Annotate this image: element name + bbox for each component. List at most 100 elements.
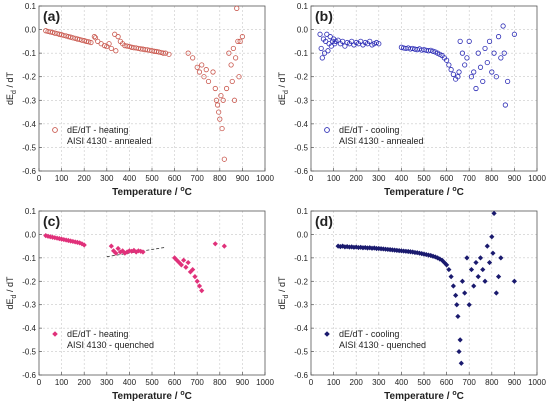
x-tick-label: 600	[168, 378, 182, 387]
data-point	[192, 274, 198, 280]
data-point	[52, 30, 58, 36]
data-point	[95, 38, 101, 44]
x-tick-label: 300	[100, 174, 114, 183]
data-point	[317, 31, 323, 37]
y-tick-label: 0.0	[297, 26, 309, 35]
y-tick-label: -0.2	[22, 73, 36, 82]
x-tick-label: 1000	[256, 378, 274, 387]
data-point	[468, 74, 475, 80]
x-tick-label: 0	[309, 174, 314, 183]
data-point	[458, 360, 464, 366]
x-tick-label: 0	[309, 378, 314, 387]
data-point	[88, 39, 94, 46]
data-point	[203, 67, 209, 73]
legend-series-label: dE/dT - heating	[67, 329, 128, 339]
data-point	[218, 92, 224, 99]
data-point	[501, 50, 507, 56]
data-point	[106, 41, 112, 47]
x-tick-label: 200	[78, 378, 92, 387]
data-point	[473, 85, 479, 92]
x-axis-label-text: Temperature	[112, 391, 172, 402]
data-point	[482, 278, 488, 284]
y-tick-label: 0.1	[25, 207, 37, 216]
x-tick-label: 200	[350, 174, 364, 183]
data-point	[477, 255, 484, 261]
legend-marker	[52, 127, 58, 133]
data-point	[498, 255, 504, 261]
x-axis-label-slash: /	[172, 187, 180, 198]
x-axis-label: Temperature / oC	[384, 186, 464, 198]
y-tick-label: -0.5	[22, 143, 36, 152]
data-point	[124, 43, 130, 49]
data-point	[213, 97, 220, 103]
y-tick-label: -0.1	[22, 49, 36, 58]
data-point	[430, 48, 436, 54]
x-axis-label: Temperature / oC	[112, 390, 192, 402]
x-tick-label: 900	[508, 378, 522, 387]
y-axis-label-main: dE	[277, 94, 287, 105]
x-axis-unit-degree: o	[452, 186, 456, 193]
data-point	[230, 45, 236, 52]
x-tick-label: 400	[123, 174, 137, 183]
data-point	[115, 34, 121, 40]
data-point	[491, 50, 497, 56]
legend-material-label: AISI 4130 - annealed	[339, 136, 424, 146]
x-tick-label: 200	[350, 378, 364, 387]
data-point	[77, 36, 83, 43]
data-point	[493, 74, 499, 80]
data-point	[92, 35, 99, 41]
x-axis-unit-letter: C	[457, 391, 464, 402]
data-point	[450, 71, 456, 77]
data-point	[464, 55, 470, 61]
x-axis-label-slash: /	[444, 391, 452, 402]
data-point	[196, 69, 203, 75]
data-point	[108, 243, 114, 249]
data-point	[441, 259, 447, 266]
data-point	[234, 5, 240, 11]
data-point	[473, 259, 479, 266]
data-point	[74, 36, 81, 42]
data-point	[462, 62, 468, 68]
data-point	[444, 262, 450, 268]
data-point	[455, 313, 461, 320]
data-point	[212, 85, 218, 92]
data-point	[228, 62, 234, 68]
x-tick-label: 900	[236, 378, 250, 387]
data-point	[344, 244, 350, 250]
y-axis-label-tail: / dT	[5, 276, 15, 295]
data-point	[113, 250, 119, 256]
x-tick-label: 500	[417, 174, 431, 183]
x-tick-label: 400	[123, 378, 137, 387]
x-tick-label: 200	[78, 174, 92, 183]
data-point	[480, 78, 486, 85]
data-point	[216, 109, 222, 115]
data-point	[486, 259, 493, 266]
data-point	[398, 44, 404, 50]
data-point	[185, 50, 191, 56]
panel-label: (d)	[315, 213, 333, 229]
data-point	[126, 43, 132, 50]
x-tick-label: 1000	[256, 174, 274, 183]
data-point	[217, 116, 223, 122]
data-point	[410, 45, 416, 52]
y-tick-label: 0.1	[297, 207, 309, 216]
y-axis-label: dEd / dT	[5, 276, 18, 309]
y-tick-label: 0.0	[297, 230, 309, 239]
data-point	[229, 78, 235, 85]
data-point	[196, 283, 203, 289]
x-tick-label: 100	[327, 174, 341, 183]
data-point	[493, 290, 499, 296]
data-point	[110, 248, 117, 254]
data-point	[81, 38, 87, 44]
data-point	[450, 283, 456, 289]
data-point	[464, 255, 470, 261]
data-point	[112, 31, 118, 37]
data-point	[328, 43, 334, 49]
data-point	[489, 69, 495, 75]
data-point	[318, 45, 324, 52]
y-tick-label: -0.4	[22, 324, 36, 333]
data-point	[68, 34, 74, 40]
data-point	[443, 57, 450, 63]
data-point	[358, 244, 364, 250]
